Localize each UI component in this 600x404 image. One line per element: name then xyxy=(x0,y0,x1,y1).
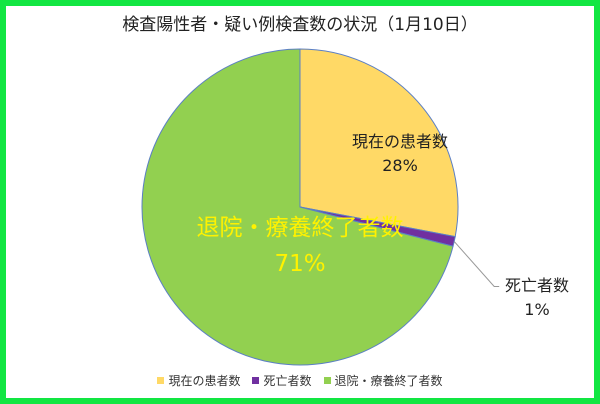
leader-line-2 xyxy=(453,241,500,287)
chart-title: 検査陽性者・疑い例検査数の状況（1月10日） xyxy=(122,15,478,35)
data-label-value-3: 71% xyxy=(274,251,325,277)
legend-item-2: 死亡者数 xyxy=(252,372,312,389)
legend-swatch-1 xyxy=(157,377,165,384)
data-label-category-2: 死亡者数 xyxy=(505,276,569,295)
legend-label-3: 退院・療養終了者数 xyxy=(334,374,443,388)
data-label-value-1: 28% xyxy=(382,156,418,175)
data-label-category-1: 現在の患者数 xyxy=(352,132,448,151)
pie-slice-3 xyxy=(141,48,454,366)
legend-item-3: 退院・療養終了者数 xyxy=(323,372,443,389)
pie-slice-1 xyxy=(299,48,459,238)
legend-item-1: 現在の患者数 xyxy=(157,372,240,389)
data-label-category-3: 退院・療養終了者数 xyxy=(197,215,404,241)
legend-swatch-3 xyxy=(323,377,331,384)
legend-label-1: 現在の患者数 xyxy=(168,374,241,388)
legend-label-2: 死亡者数 xyxy=(263,374,312,388)
data-label-value-2: 1% xyxy=(524,300,549,319)
legend-swatch-2 xyxy=(252,377,260,384)
legend: 現在の患者数 死亡者数 退院・療養終了者数 xyxy=(0,372,600,389)
